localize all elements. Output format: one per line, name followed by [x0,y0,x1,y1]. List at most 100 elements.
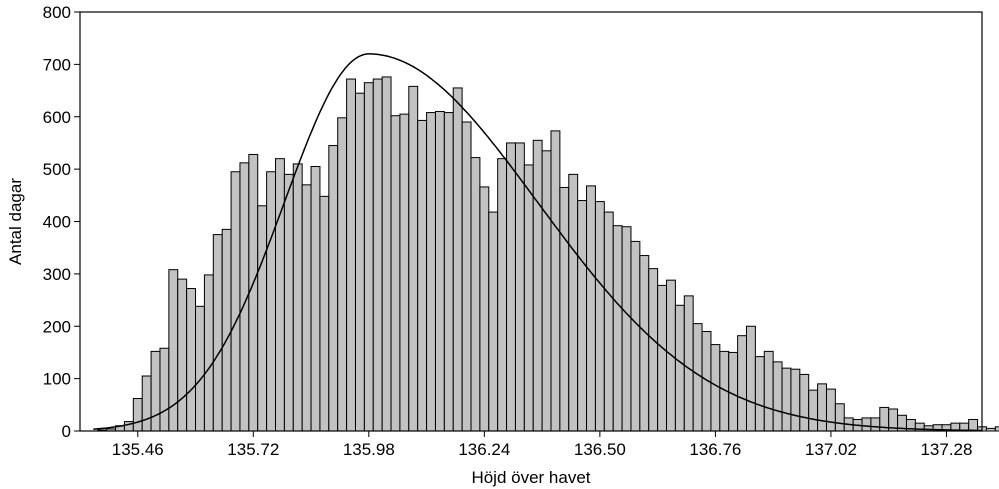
y-tick-label: 0 [62,422,71,441]
histogram-bar [275,158,285,432]
histogram-bar [177,278,188,432]
histogram-bar [817,383,827,432]
histogram-bar [328,145,339,432]
histogram-bar [283,173,294,432]
histogram-bar [674,304,685,432]
histogram-bar [319,195,330,432]
histogram-bar [985,427,996,432]
histogram-bar [754,356,765,432]
histogram-bar [372,78,383,432]
y-tick-label: 700 [43,55,71,74]
histogram-bar [452,87,463,432]
histogram-bar [603,211,614,432]
histogram-bar [648,268,659,432]
histogram-bar [390,115,401,432]
histogram-bar [195,305,205,432]
x-tick-label: 136.76 [689,440,741,459]
histogram-bar [772,361,783,432]
histogram-bar [301,184,312,432]
x-tick-label: 135.98 [343,440,395,459]
histogram-bar [728,351,739,432]
histogram-bar [497,158,508,432]
histogram-bar [248,153,259,432]
histogram-bar [523,164,534,432]
histogram-bar [994,426,999,432]
y-tick-label: 500 [43,160,71,179]
histogram-bars [97,76,999,432]
histogram-bar [292,163,303,432]
histogram-bar [594,201,605,432]
histogram-bar [417,119,428,432]
x-tick-label: 135.72 [227,440,279,459]
x-tick-label: 136.50 [574,440,626,459]
histogram-bar [870,417,881,432]
histogram-bar [586,185,596,432]
x-axis: 135.46 135.72 135.98 136.24 136.50 136.76 137.… [112,431,972,459]
x-axis-label: Höjd över havet [471,468,590,487]
x-tick-label: 137.02 [805,440,857,459]
histogram-bar [212,234,223,432]
y-tick-label: 800 [43,3,71,22]
histogram-bar [506,142,516,432]
histogram-bar [443,112,454,432]
histogram-bar [488,211,499,432]
histogram-bar [746,325,756,432]
histogram-bar [257,205,268,432]
histogram-bar [337,117,348,432]
y-tick-label: 600 [43,108,71,127]
fitted-curve [93,53,982,432]
histogram-bar [825,388,836,432]
histogram-bar [159,347,170,432]
histogram-bar [230,171,241,432]
y-axis: 0 100 200 300 400 500 600 700 800 [43,3,80,441]
histogram-bar [683,295,694,432]
histogram-bar [541,150,552,432]
histogram-bar [408,85,419,432]
histogram-bar [186,288,197,432]
histogram-bar [399,113,410,432]
histogram-bar [381,76,392,432]
histogram-bar [514,142,525,432]
histogram-bar [221,228,232,432]
histogram-bar [710,344,721,432]
histogram-bar [621,226,632,432]
histogram-bar [354,92,365,432]
histogram-bar [203,274,214,432]
histogram-bar [657,284,668,432]
histogram-bar [266,171,277,432]
y-tick-label: 300 [43,265,71,284]
histogram-bar [737,335,748,432]
histogram-bar [639,255,650,432]
x-tick-label: 135.46 [112,440,164,459]
histogram-bar [568,173,579,432]
histogram-bar [346,78,356,432]
histogram-bar [692,323,703,432]
histogram-bar [834,403,845,432]
histogram-bar [808,389,819,432]
histogram-bar [150,350,161,432]
x-tick-label: 137.28 [920,440,972,459]
histogram-bar [577,200,588,432]
histogram-bar [612,225,623,432]
histogram-bar [363,82,374,432]
y-tick-label: 200 [43,317,71,336]
histogram-bar [799,373,810,432]
y-axis-label: Antal dagar [6,178,25,265]
histogram-bar [630,240,641,432]
histogram-bar [790,368,801,432]
histogram-bar [434,111,445,432]
histogram-bar [141,375,152,432]
histogram-bar [461,121,472,432]
histogram-bar [310,166,321,432]
x-tick-label: 136.24 [458,440,510,459]
histogram-bar [426,112,436,432]
histogram-bar [532,139,543,432]
y-tick-label: 400 [43,213,71,232]
histogram-bar [550,130,561,432]
y-tick-label: 100 [43,370,71,389]
histogram-bar [132,398,143,432]
histogram-bar [470,157,481,432]
histogram-bar [968,418,979,432]
histogram-bar [559,186,570,432]
